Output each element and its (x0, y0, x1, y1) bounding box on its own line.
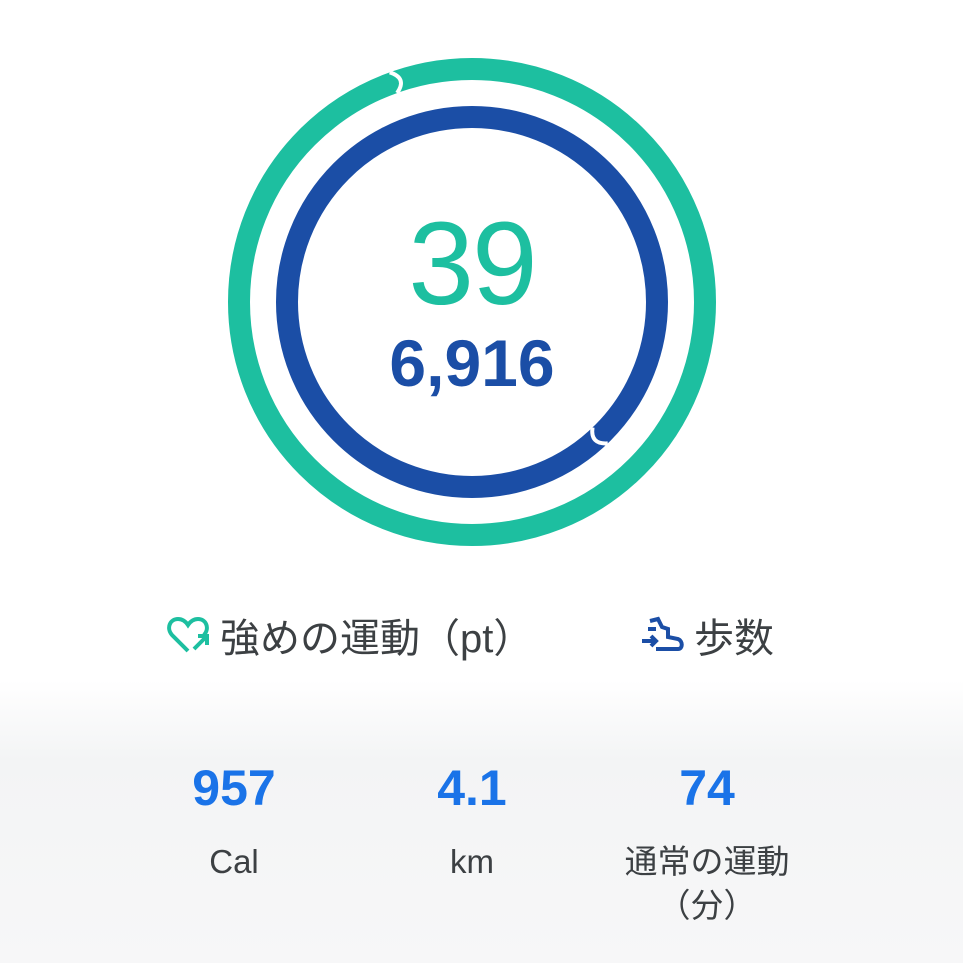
calories-value: 957 (192, 760, 276, 816)
move-minutes-label: 通常の運動 (624, 843, 790, 880)
heart-points-ring (228, 58, 716, 546)
heart-arrow-icon (167, 616, 209, 653)
steps-label: 歩数 (694, 617, 774, 661)
stat-move-minutes: 74 通常の運動 （分） (587, 758, 827, 928)
heart-points-label: 強めの運動（pt） (220, 617, 534, 661)
steps-ring (276, 106, 668, 498)
move-minutes-label-block: 通常の運動 （分） (587, 840, 827, 928)
heart-points-value: 39 (408, 198, 537, 330)
steps-value: 6,916 (389, 326, 555, 400)
stat-distance: 4.1 km (352, 758, 592, 884)
stat-calories: 957 Cal (114, 758, 354, 884)
distance-value: 4.1 (437, 760, 507, 816)
calories-label: Cal (209, 843, 259, 880)
move-minutes-unit: （分） (657, 887, 757, 924)
move-minutes-value: 74 (679, 760, 735, 816)
steps-ring-end-cap (590, 427, 608, 446)
steps-legend: 歩数 (638, 606, 774, 664)
heart-points-ring-end-cap (388, 70, 403, 95)
heart-points-legend: 強めの運動（pt） (166, 606, 533, 664)
distance-label: km (450, 843, 494, 880)
shoe-icon (642, 616, 684, 651)
